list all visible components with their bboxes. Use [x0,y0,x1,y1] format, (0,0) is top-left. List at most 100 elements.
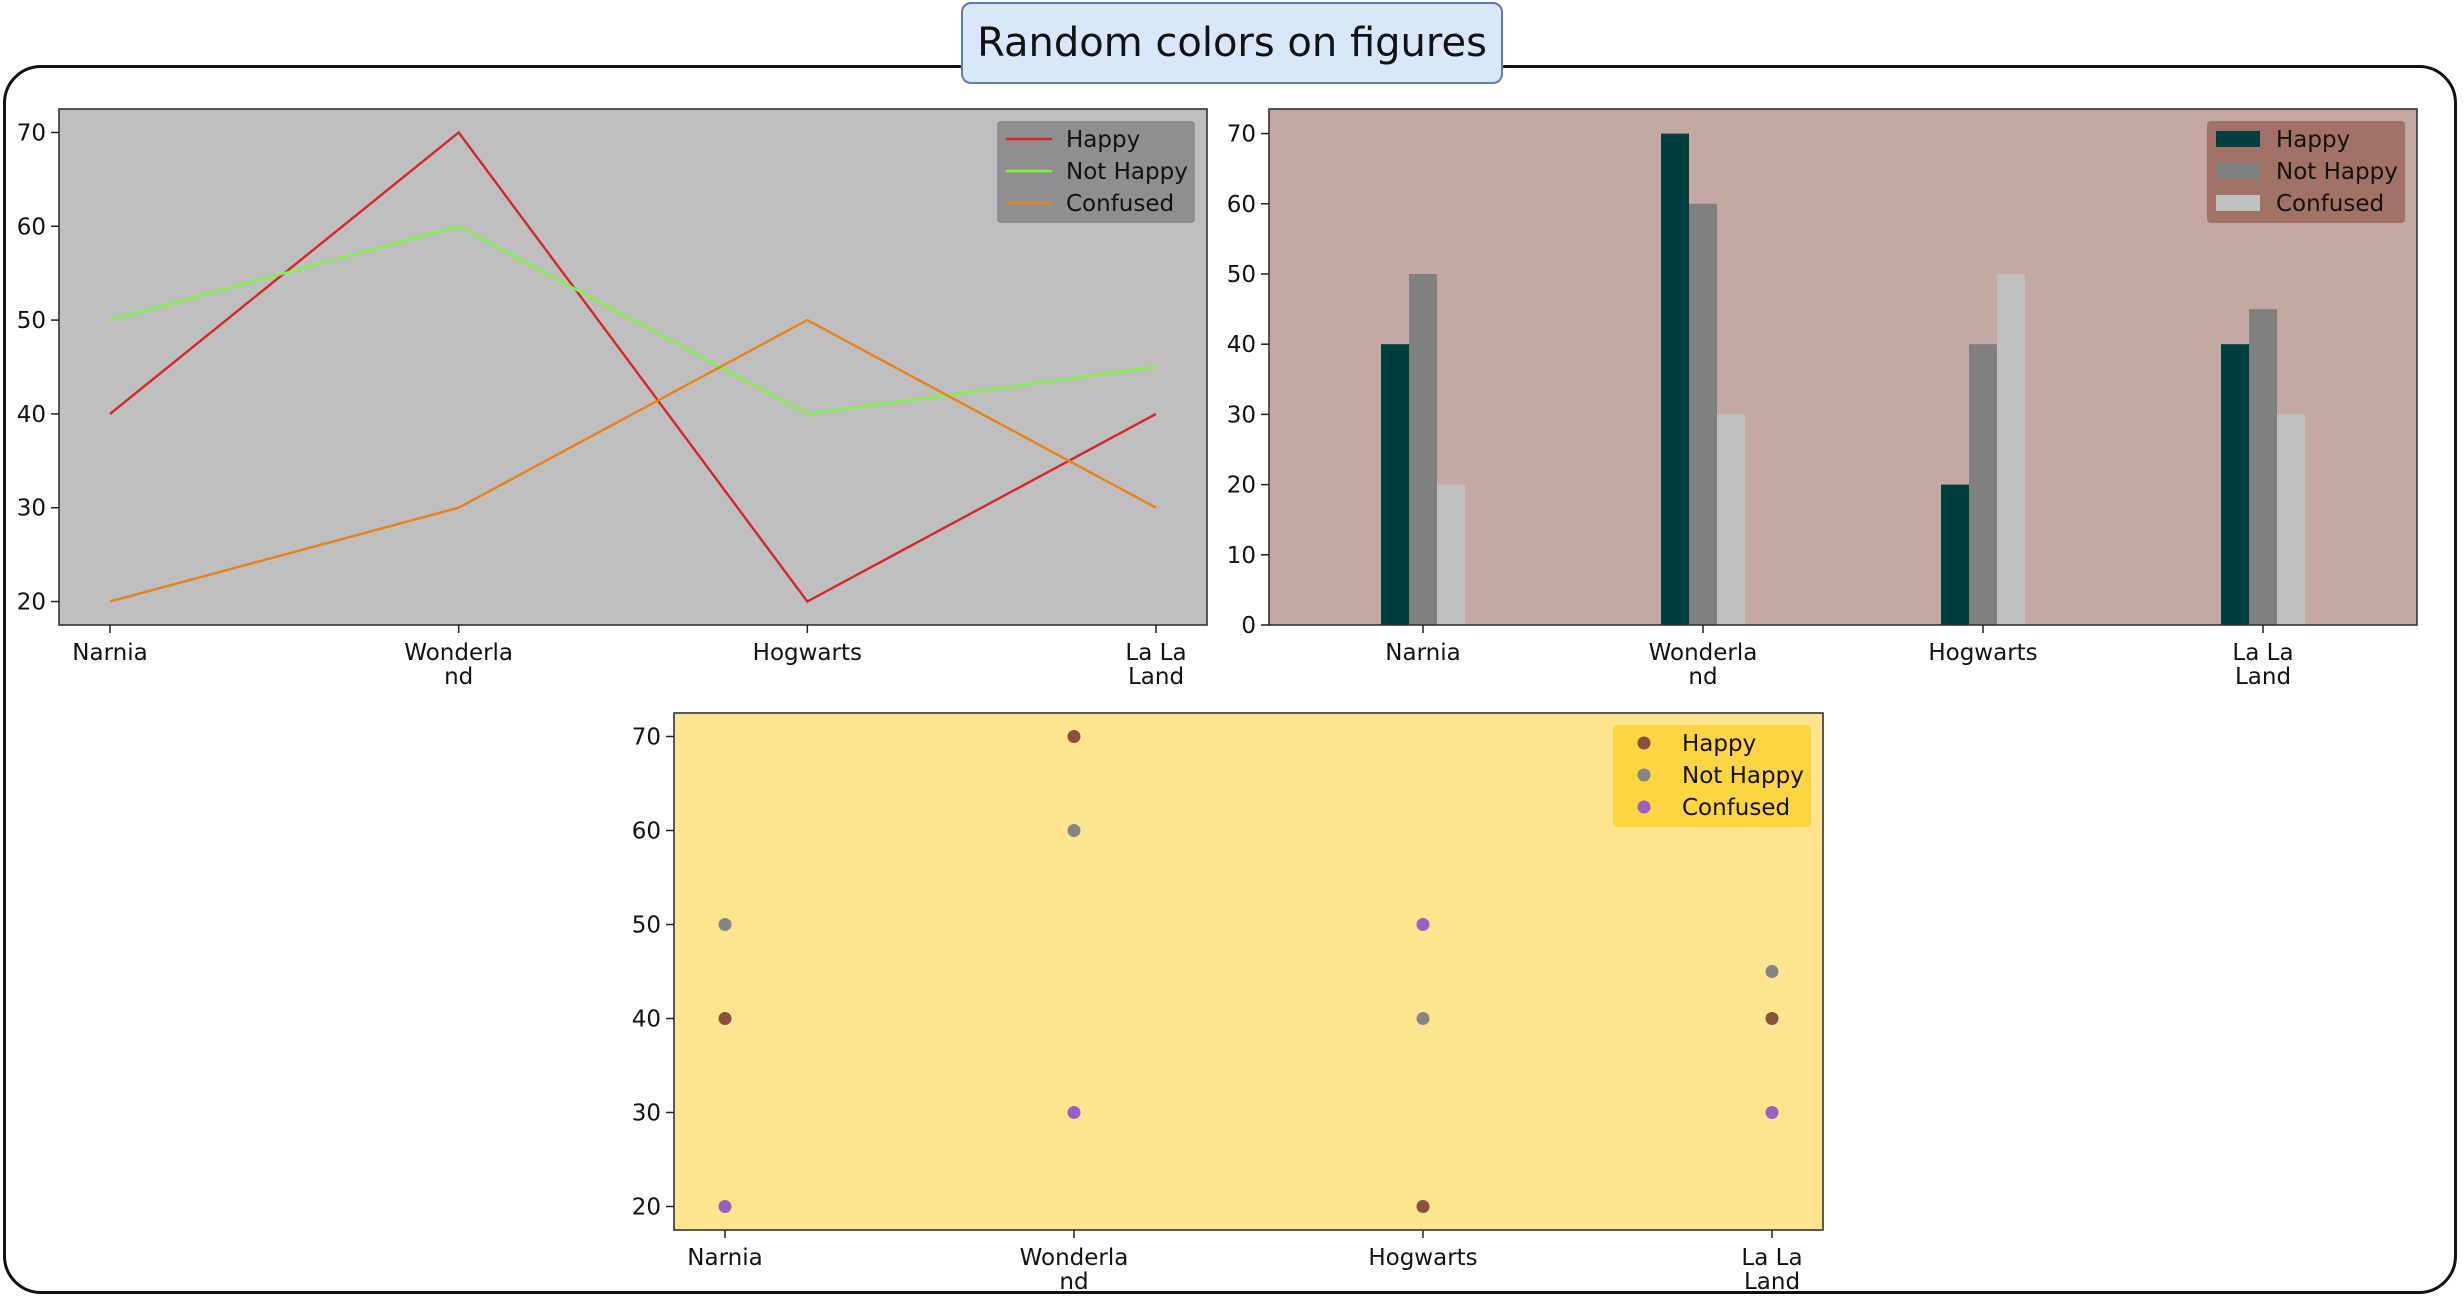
legend-marker-patch [2216,163,2260,179]
chart-2-bar: 0 10 20 30 40 50 60 70 Narnia Wonderla nd Hogwarts L… [1227,108,2418,690]
y-tick-label: 40 [632,1007,661,1033]
x-tick-label-line: Hogwarts [1368,1245,1477,1271]
legend-marker-patch [2216,195,2260,211]
x-tick-label: Narnia [1385,640,1460,666]
figure-title: Random colors on figures [961,2,1503,84]
scatter-point-series-2 [1067,824,1081,837]
x-tick-label: La La Land [1741,1245,1802,1295]
bar-series-2 [2249,309,2277,625]
y-tick-label: 60 [17,214,46,240]
x-tick-label: Narnia [72,640,147,666]
bar-series-3 [2277,414,2305,625]
x-tick-label-line: Land [1128,664,1184,690]
legend-label: Not Happy [1682,763,1804,789]
x-tick-label-line: La La [1125,640,1186,666]
bar-series-3 [1717,414,1745,625]
x-tick-label-line: Land [2235,664,2291,690]
y-tick-label: 20 [1227,473,1256,499]
legend-box [997,121,1195,223]
bar-series-3 [1997,273,2025,625]
x-tick-label: Hogwarts [1928,640,2037,666]
legend-label: Confused [1066,191,1174,217]
line-series-2 [109,225,1157,416]
legend-label: Happy [1682,731,1756,757]
bar-series-1 [1941,484,1969,625]
legend-label: Happy [2276,127,2350,153]
scatter-point-series-3 [1416,918,1430,931]
scatter-point-series-1 [1765,1012,1779,1025]
bar-series-1 [1661,133,1689,626]
bar-series-1 [2221,344,2249,625]
scatter-point-series-1 [1416,1200,1430,1213]
x-tick-label-line: Land [1744,1269,1800,1295]
x-tick-label-line: nd [444,664,473,690]
y-tick-label: 40 [1227,332,1256,358]
y-tick-label: 50 [17,308,46,334]
y-tick-label: 70 [17,120,46,146]
y-tick-label: 70 [632,725,661,751]
x-tick-label-line: nd [1059,1269,1088,1295]
x-tick-label: Wonderla nd [1649,640,1758,690]
bar-series-3 [1437,484,1465,625]
x-tick-label-line: Hogwarts [753,640,862,666]
chart-3-scatter: 20 30 40 50 60 70 Narnia Wonderla nd Hogwarts La L… [632,712,1824,1295]
x-tick-label-line: Wonderla [1649,640,1758,666]
scatter-point-series-1 [718,1012,732,1025]
x-tick-label-line: nd [1688,664,1717,690]
x-tick-label-line: Narnia [72,640,147,666]
x-tick-label: Hogwarts [753,640,862,666]
legend-marker-dot [1637,736,1651,750]
y-tick-label: 40 [17,402,46,428]
x-tick-label: Hogwarts [1368,1245,1477,1271]
scatter-point-series-3 [718,1200,732,1213]
bar-series-2 [1409,273,1437,625]
legend-label: Not Happy [1066,159,1188,185]
y-tick-label: 20 [17,590,46,616]
bar-series-2 [1689,203,1717,625]
legend-box [1613,725,1811,827]
legend-label: Not Happy [2276,159,2398,185]
legend-marker-dot [1637,800,1651,814]
x-tick-label-line: La La [1741,1245,1802,1271]
y-tick-label: 60 [632,819,661,845]
x-tick-label-line: Wonderla [1020,1245,1129,1271]
y-tick-label: 70 [1227,122,1256,148]
legend-marker-patch [2216,131,2260,147]
scatter-point-series-2 [1416,1012,1430,1025]
scatter-point-series-1 [1067,730,1081,743]
y-tick-label: 10 [1227,543,1256,569]
line-series-3 [109,318,1157,603]
x-tick-label-line: Narnia [687,1245,762,1271]
scatter-point-series-3 [1765,1106,1779,1119]
legend: Happy Not Happy Confused [2207,121,2405,223]
y-tick-label: 50 [632,913,661,939]
bar-series-2 [1969,344,1997,625]
x-tick-label-line: La La [2232,640,2293,666]
axes-frame [58,108,1208,626]
x-tick-label: Wonderla nd [1020,1245,1129,1295]
y-tick-label: 30 [632,1101,661,1127]
axes-frame [673,712,1824,1231]
y-tick-label: 0 [1241,613,1256,639]
y-tick-label: 20 [632,1195,661,1221]
scatter-point-series-2 [718,918,732,931]
y-tick-label: 50 [1227,262,1256,288]
chart-1-line: 20 30 40 50 60 70 Narnia Wonderla nd Hogwarts La L… [17,108,1208,690]
axes-frame [1268,108,2418,626]
legend: Happy Not Happy Confused [997,121,1195,223]
y-tick-label: 30 [1227,402,1256,428]
x-tick-label-line: Hogwarts [1928,640,2037,666]
bar-series-1 [1381,344,1409,625]
x-tick-label: La La Land [1125,640,1186,690]
x-tick-label-line: Wonderla [404,640,513,666]
legend-label: Confused [1682,795,1790,821]
x-tick-label: La La Land [2232,640,2293,690]
y-tick-label: 30 [17,496,46,522]
y-tick-label: 60 [1227,192,1256,218]
x-tick-label: Narnia [687,1245,762,1271]
legend-label: Confused [2276,191,2384,217]
x-tick-label-line: Narnia [1385,640,1460,666]
legend: Happy Not Happy Confused [1613,725,1811,827]
scatter-point-series-3 [1067,1106,1081,1119]
